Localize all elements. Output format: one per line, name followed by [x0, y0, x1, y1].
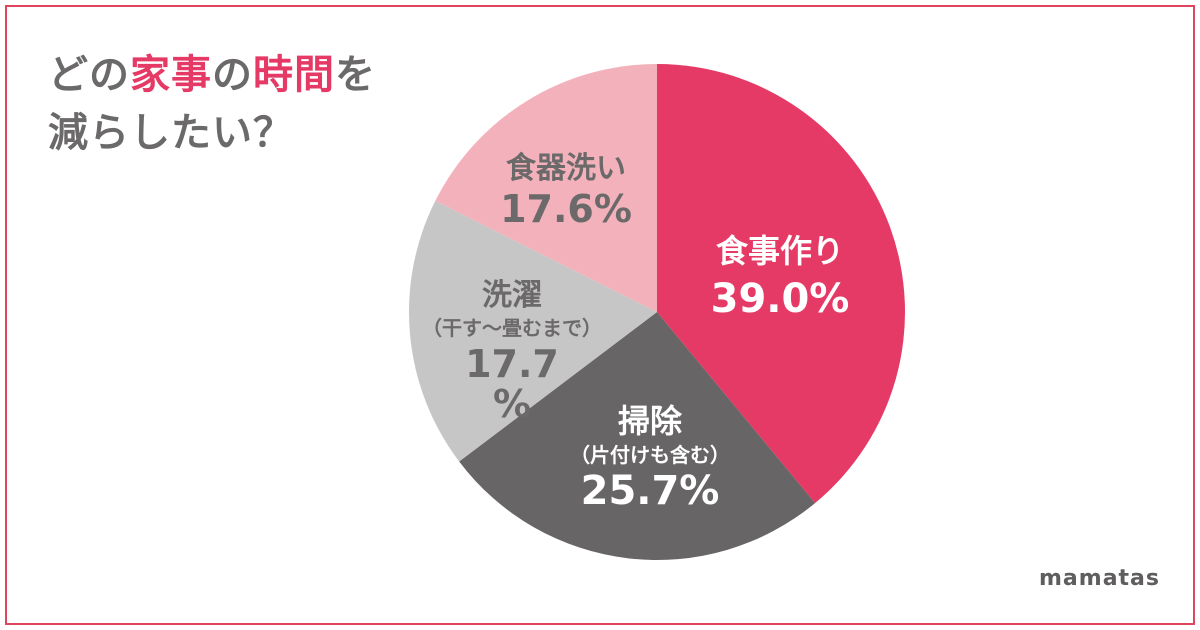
- slice-sublabel: （干す〜畳むまで）: [422, 316, 602, 340]
- title-segment: どの: [48, 52, 130, 98]
- pie-slice: [409, 200, 657, 462]
- title-line-2: 減らしたい？: [48, 110, 294, 156]
- slice-value-label: 39.0%: [711, 276, 850, 322]
- slice-value-label: 17.6%: [500, 187, 632, 231]
- slice-label: 食器洗い: [506, 151, 626, 186]
- title-highlight: 家事: [130, 52, 212, 98]
- slice-value-label: %: [493, 382, 531, 426]
- pie-slice: [459, 312, 816, 561]
- pie-slice: [657, 64, 906, 504]
- border-frame: [5, 5, 1195, 625]
- pie-slice: [435, 64, 657, 312]
- brand-logo: mamatas: [1039, 566, 1160, 591]
- title-highlight: 時間: [253, 52, 335, 98]
- slice-value-label: 17.7: [465, 342, 559, 386]
- title-segment: の: [212, 52, 253, 98]
- title-line-1: どの家事の時間を: [48, 52, 376, 98]
- slice-sublabel: （片付けも含む）: [570, 443, 730, 467]
- slice-value-label: 25.7%: [581, 468, 720, 514]
- slice-label: 掃除: [618, 402, 683, 440]
- slice-label: 洗濯: [482, 278, 542, 313]
- slice-label: 食事作り: [716, 232, 844, 270]
- title-segment: を: [335, 52, 376, 98]
- chart-title: どの家事の時間を 減らしたい？: [48, 46, 376, 162]
